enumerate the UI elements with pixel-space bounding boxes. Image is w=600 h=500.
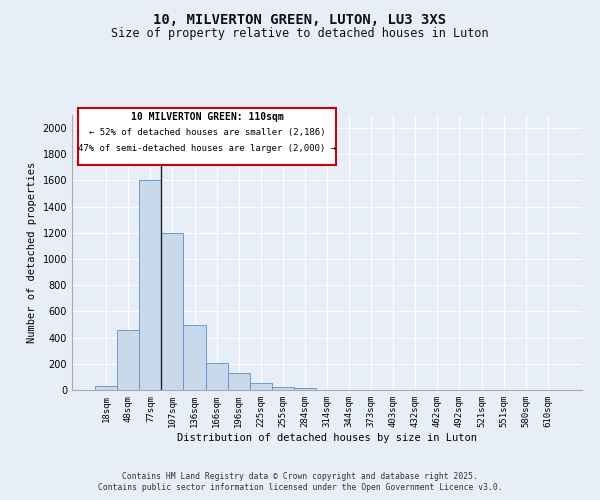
Text: Contains public sector information licensed under the Open Government Licence v3: Contains public sector information licen… [98, 484, 502, 492]
Text: Contains HM Land Registry data © Crown copyright and database right 2025.: Contains HM Land Registry data © Crown c… [122, 472, 478, 481]
Bar [272, 386, 294, 390]
Bar [139, 180, 161, 390]
Text: 47% of semi-detached houses are larger (2,000) →: 47% of semi-detached houses are larger (… [78, 144, 336, 154]
Bar [294, 388, 316, 390]
Bar [250, 384, 272, 390]
Bar [206, 362, 227, 390]
Text: ← 52% of detached houses are smaller (2,186): ← 52% of detached houses are smaller (2,… [89, 128, 325, 138]
Text: 10 MILVERTON GREEN: 110sqm: 10 MILVERTON GREEN: 110sqm [131, 112, 283, 122]
Bar [227, 373, 250, 390]
Y-axis label: Number of detached properties: Number of detached properties [27, 162, 37, 343]
X-axis label: Distribution of detached houses by size in Luton: Distribution of detached houses by size … [177, 432, 477, 442]
Bar [117, 330, 139, 390]
Bar [95, 386, 117, 390]
Text: Size of property relative to detached houses in Luton: Size of property relative to detached ho… [111, 28, 489, 40]
Text: 10, MILVERTON GREEN, LUTON, LU3 3XS: 10, MILVERTON GREEN, LUTON, LU3 3XS [154, 12, 446, 26]
Bar [161, 233, 184, 390]
Bar [184, 324, 206, 390]
